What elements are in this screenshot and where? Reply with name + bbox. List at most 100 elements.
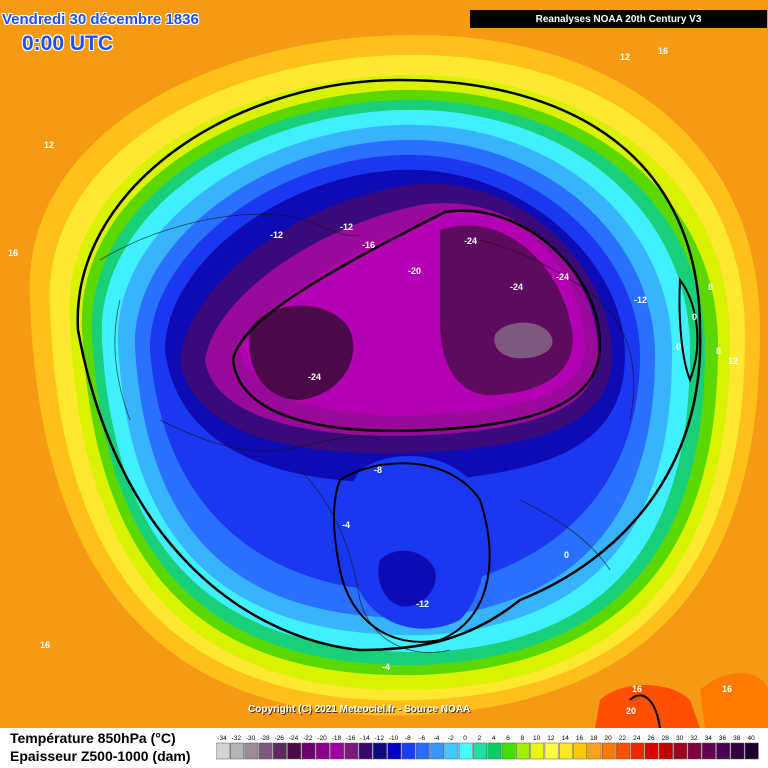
map-label: -4	[342, 520, 350, 530]
scale-tick-label: -6	[419, 735, 425, 742]
scale-swatch	[401, 742, 416, 760]
map-label: -12	[270, 230, 283, 240]
map-label: 16	[632, 684, 642, 694]
scale-tick-label: -4	[434, 735, 440, 742]
scale-tick-label: 12	[547, 735, 555, 742]
map-label: 16	[722, 684, 732, 694]
scale-tick-label: -16	[346, 735, 356, 742]
scale-swatch	[430, 742, 445, 760]
scale-swatch	[244, 742, 259, 760]
map-label: -12	[634, 295, 647, 305]
map-label: 20	[626, 706, 636, 716]
scale-tick-label: 38	[733, 735, 741, 742]
band-hot-spot-2	[700, 673, 768, 728]
scale-swatch	[716, 742, 731, 760]
scale-swatch	[701, 742, 716, 760]
legend-title-thickness: Epaisseur Z500-1000 (dam)	[10, 748, 191, 764]
map-label: 12	[728, 356, 738, 366]
scale-tick-label: 36	[719, 735, 727, 742]
map-label: 16	[8, 248, 18, 258]
scale-tick-label: 14	[562, 735, 570, 742]
band-europe-lobe	[344, 456, 487, 629]
source-banner: Reanalyses NOAA 20th Century V3	[470, 10, 767, 28]
map-date-title: Vendredi 30 décembre 1836	[2, 11, 199, 28]
contour-outer	[76, 78, 702, 652]
map-label: 12	[620, 52, 630, 62]
band-hot-spot	[595, 685, 700, 728]
scale-swatch	[501, 742, 516, 760]
scale-swatch	[530, 742, 545, 760]
map-label: 0	[564, 550, 569, 560]
scale-swatch	[287, 742, 302, 760]
map-label: -24	[510, 282, 523, 292]
scale-swatch	[387, 742, 402, 760]
scale-swatch	[301, 742, 316, 760]
scale-tick-label: -22	[303, 735, 313, 742]
scale-tick-label: -10	[389, 735, 399, 742]
scale-tick-label: 24	[633, 735, 641, 742]
scale-tick-label: 22	[619, 735, 627, 742]
scale-tick-label: 32	[690, 735, 698, 742]
scale-tick-label: -34	[217, 735, 227, 742]
map-label: 16	[40, 640, 50, 650]
scale-swatch	[516, 742, 530, 760]
map-label: 0	[692, 312, 697, 322]
scale-tick-label: 26	[647, 735, 655, 742]
map-label: -12	[416, 599, 429, 609]
scale-swatch	[659, 742, 673, 760]
map-label: -24	[464, 236, 477, 246]
band-cold-core-west	[249, 305, 354, 400]
temperature-map: 12 16 12 16 -12 -12 -16 -20 -24 -24 -24 …	[8, 34, 768, 728]
scale-tick-label: -32	[232, 735, 242, 742]
scale-swatch	[601, 742, 616, 760]
scale-swatch	[315, 742, 330, 760]
scale-swatch	[258, 742, 273, 760]
scale-tick-label: 34	[705, 735, 713, 742]
map-label: 0	[676, 342, 681, 352]
scale-swatch	[272, 742, 287, 760]
map-label: -4	[382, 662, 390, 672]
map-label: -8	[374, 465, 382, 475]
scale-tick-label: 2	[478, 735, 482, 742]
scale-swatch	[673, 742, 688, 760]
color-scale: -34 -32 -30 -28 -26 -24 -22 -20 -18 -16 -14 -12 -10-…	[216, 735, 759, 760]
scale-swatch	[487, 742, 502, 760]
scale-swatch	[616, 742, 630, 760]
contour-alaska	[678, 277, 699, 383]
scale-tick-label: 8	[520, 735, 524, 742]
scale-swatch	[644, 742, 659, 760]
scale-swatch	[458, 742, 473, 760]
scale-tick-label: -26	[274, 735, 284, 742]
scale-tick-label: -12	[375, 735, 385, 742]
contour-labels: 12 16 12 16 -12 -12 -16 -20 -24 -24 -24 …	[8, 46, 738, 716]
scale-tick-label: -18	[332, 735, 342, 742]
scale-tick-label: -8	[405, 735, 411, 742]
scale-tick-label: 18	[590, 735, 598, 742]
map-label: -24	[556, 272, 569, 282]
scale-tick-label: 0	[463, 735, 467, 742]
map-label: -12	[340, 222, 353, 232]
scale-tick-label: 20	[604, 735, 612, 742]
scale-tick-label: 28	[662, 735, 670, 742]
map-time-title: 0:00 UTC	[22, 32, 114, 55]
scale-tick-label: -28	[260, 735, 270, 742]
scale-tick-label: 4	[492, 735, 496, 742]
map-label: 8	[708, 282, 713, 292]
scale-swatch	[687, 742, 702, 760]
scale-swatch	[373, 742, 387, 760]
scale-swatch	[573, 742, 588, 760]
scale-tick-label: 16	[576, 735, 584, 742]
contour-europe	[333, 462, 491, 643]
contour-red	[629, 694, 661, 728]
scale-swatch	[230, 742, 244, 760]
map-label: 16	[658, 46, 668, 56]
scale-tick-label: 6	[506, 735, 510, 742]
scale-tick-label: -20	[317, 735, 327, 742]
scale-tick-label: 10	[533, 735, 541, 742]
scale-swatch	[587, 742, 602, 760]
scale-swatch	[344, 742, 359, 760]
scale-tick-label: -2	[448, 735, 454, 742]
scale-tick-label: -14	[360, 735, 370, 742]
scale-swatch	[358, 742, 373, 760]
